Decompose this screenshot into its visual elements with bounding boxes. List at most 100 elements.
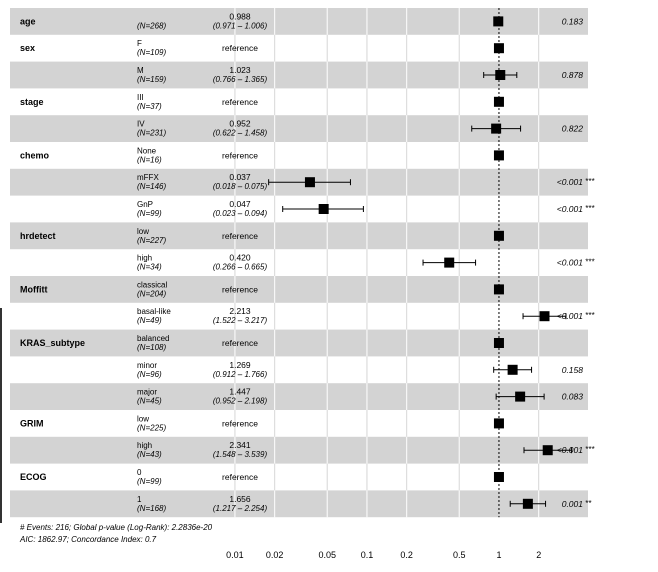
table-row: ECOG 0(N=99) reference bbox=[20, 468, 504, 486]
reference-label: reference bbox=[222, 231, 258, 241]
level-label: M bbox=[137, 66, 144, 75]
ci-label: (0.912 – 1.766) bbox=[213, 370, 268, 379]
hr-point-marker bbox=[542, 445, 553, 456]
x-tick-label: 0.01 bbox=[226, 550, 244, 560]
table-row: high(N=34) 0.420(0.266 – 0.665) <0.001 *** bbox=[137, 253, 595, 272]
x-tick-label: 2 bbox=[536, 550, 541, 560]
reference-label: reference bbox=[222, 418, 258, 428]
table-row: stage III(N=37) reference bbox=[20, 93, 504, 111]
level-label: F bbox=[137, 39, 142, 48]
table-row: hrdetect low(N=227) reference bbox=[20, 227, 504, 245]
variable-label: stage bbox=[20, 97, 44, 107]
n-label: (N=146) bbox=[137, 182, 166, 191]
ci-label: (0.266 – 0.665) bbox=[213, 263, 268, 272]
x-tick-label: 0.5 bbox=[453, 550, 466, 560]
n-label: (N=268) bbox=[137, 21, 166, 30]
row-band bbox=[10, 222, 588, 250]
ci-label: (1.548 – 3.539) bbox=[213, 450, 268, 459]
hr-estimate-label: 1.656 bbox=[229, 494, 251, 504]
footer-text: # Events: 216; Global p-value (Log-Rank)… bbox=[20, 523, 213, 532]
table-row: GRIM low(N=225) reference bbox=[20, 414, 504, 432]
n-label: (N=45) bbox=[137, 397, 162, 406]
hr-estimate-label: 0.420 bbox=[229, 253, 251, 263]
significance-stars: *** bbox=[585, 204, 595, 213]
hr-point-marker bbox=[507, 364, 518, 375]
significance-stars: *** bbox=[585, 258, 595, 267]
n-label: (N=168) bbox=[137, 504, 166, 513]
hr-point-marker bbox=[539, 311, 550, 322]
significance-stars: ** bbox=[585, 499, 592, 508]
p-value-label: 0.083 bbox=[562, 392, 584, 402]
ci-label: (0.766 – 1.365) bbox=[213, 75, 268, 84]
p-value-label: 0.158 bbox=[562, 365, 584, 375]
significance-stars: *** bbox=[585, 177, 595, 186]
ci-label: (0.622 – 1.458) bbox=[213, 129, 268, 138]
hr-point-marker bbox=[493, 43, 504, 54]
hr-estimate-label: 2.341 bbox=[229, 440, 251, 450]
hr-point-marker bbox=[491, 123, 502, 134]
n-label: (N=49) bbox=[137, 316, 162, 325]
hr-estimate-label: 1.447 bbox=[229, 387, 251, 397]
table-row: mFFX(N=146) 0.037(0.018 – 0.075) <0.001 *** bbox=[137, 172, 595, 191]
hr-estimate-label: 0.047 bbox=[229, 199, 251, 209]
n-label: (N=225) bbox=[137, 423, 166, 432]
p-value-label: <0.001 bbox=[557, 258, 584, 268]
table-row: age (N=268) 0.988(0.971 – 1.006) 0.183 bbox=[20, 11, 583, 30]
n-label: (N=204) bbox=[137, 289, 166, 298]
row-band bbox=[10, 490, 588, 518]
p-value-label: 0.183 bbox=[562, 16, 584, 26]
level-label: major bbox=[137, 388, 157, 397]
p-value-label: <0.001 bbox=[557, 204, 584, 214]
row-band bbox=[10, 436, 588, 464]
n-label: (N=99) bbox=[137, 477, 162, 486]
hr-point-marker bbox=[444, 257, 455, 268]
hr-estimate-label: 0.037 bbox=[229, 172, 251, 182]
p-value-label: <0.001 bbox=[557, 177, 584, 187]
hr-point-marker bbox=[493, 284, 504, 295]
table-row: 1(N=168) 1.656(1.217 – 2.254) 0.001 ** bbox=[137, 494, 592, 513]
n-label: (N=159) bbox=[137, 75, 166, 84]
level-label: balanced bbox=[137, 334, 169, 343]
level-label: high bbox=[137, 441, 152, 450]
n-label: (N=227) bbox=[137, 236, 166, 245]
significance-stars: *** bbox=[585, 311, 595, 320]
hr-estimate-label: 1.023 bbox=[229, 65, 251, 75]
level-label: basal-like bbox=[137, 307, 171, 316]
hr-estimate-label: 0.952 bbox=[229, 119, 251, 129]
significance-stars: *** bbox=[585, 445, 595, 454]
variable-label: Moffitt bbox=[20, 284, 47, 294]
n-label: (N=231) bbox=[137, 129, 166, 138]
row-band bbox=[10, 329, 588, 357]
variable-label: sex bbox=[20, 43, 35, 53]
hr-point-marker bbox=[304, 177, 315, 188]
ci-label: (0.971 – 1.006) bbox=[213, 21, 268, 30]
x-tick-label: 0.02 bbox=[266, 550, 284, 560]
level-label: GnP bbox=[137, 200, 153, 209]
level-label: III bbox=[137, 93, 144, 102]
row-band bbox=[10, 383, 588, 410]
x-tick-label: 1 bbox=[496, 550, 501, 560]
variable-label: GRIM bbox=[20, 418, 44, 428]
level-label: low bbox=[137, 227, 149, 236]
table-row: basal-like(N=49) 2.213(1.522 – 3.217) <0.0… bbox=[137, 306, 595, 325]
hr-point-marker bbox=[493, 230, 504, 241]
n-label: (N=99) bbox=[137, 209, 162, 218]
ci-label: (0.018 – 0.075) bbox=[213, 182, 268, 191]
hr-point-marker bbox=[493, 96, 504, 107]
hr-point-marker bbox=[493, 338, 504, 348]
n-label: (N=37) bbox=[137, 102, 162, 111]
p-value-label: 0.822 bbox=[562, 124, 584, 134]
hr-point-marker bbox=[318, 204, 329, 214]
hr-estimate-label: 1.269 bbox=[229, 360, 251, 370]
x-tick-label: 0.05 bbox=[318, 550, 336, 560]
hr-point-marker bbox=[493, 150, 504, 161]
p-value-label: <0.001 bbox=[557, 311, 584, 321]
hr-point-marker bbox=[493, 16, 504, 27]
hr-point-marker bbox=[495, 70, 506, 80]
level-label: minor bbox=[137, 361, 157, 370]
table-row: minor(N=96) 1.269(0.912 – 1.766) 0.158 bbox=[137, 360, 583, 379]
variable-label: ECOG bbox=[20, 472, 47, 482]
table-row: major(N=45) 1.447(0.952 – 2.198) 0.083 bbox=[137, 387, 583, 406]
hr-point-marker bbox=[522, 498, 533, 509]
